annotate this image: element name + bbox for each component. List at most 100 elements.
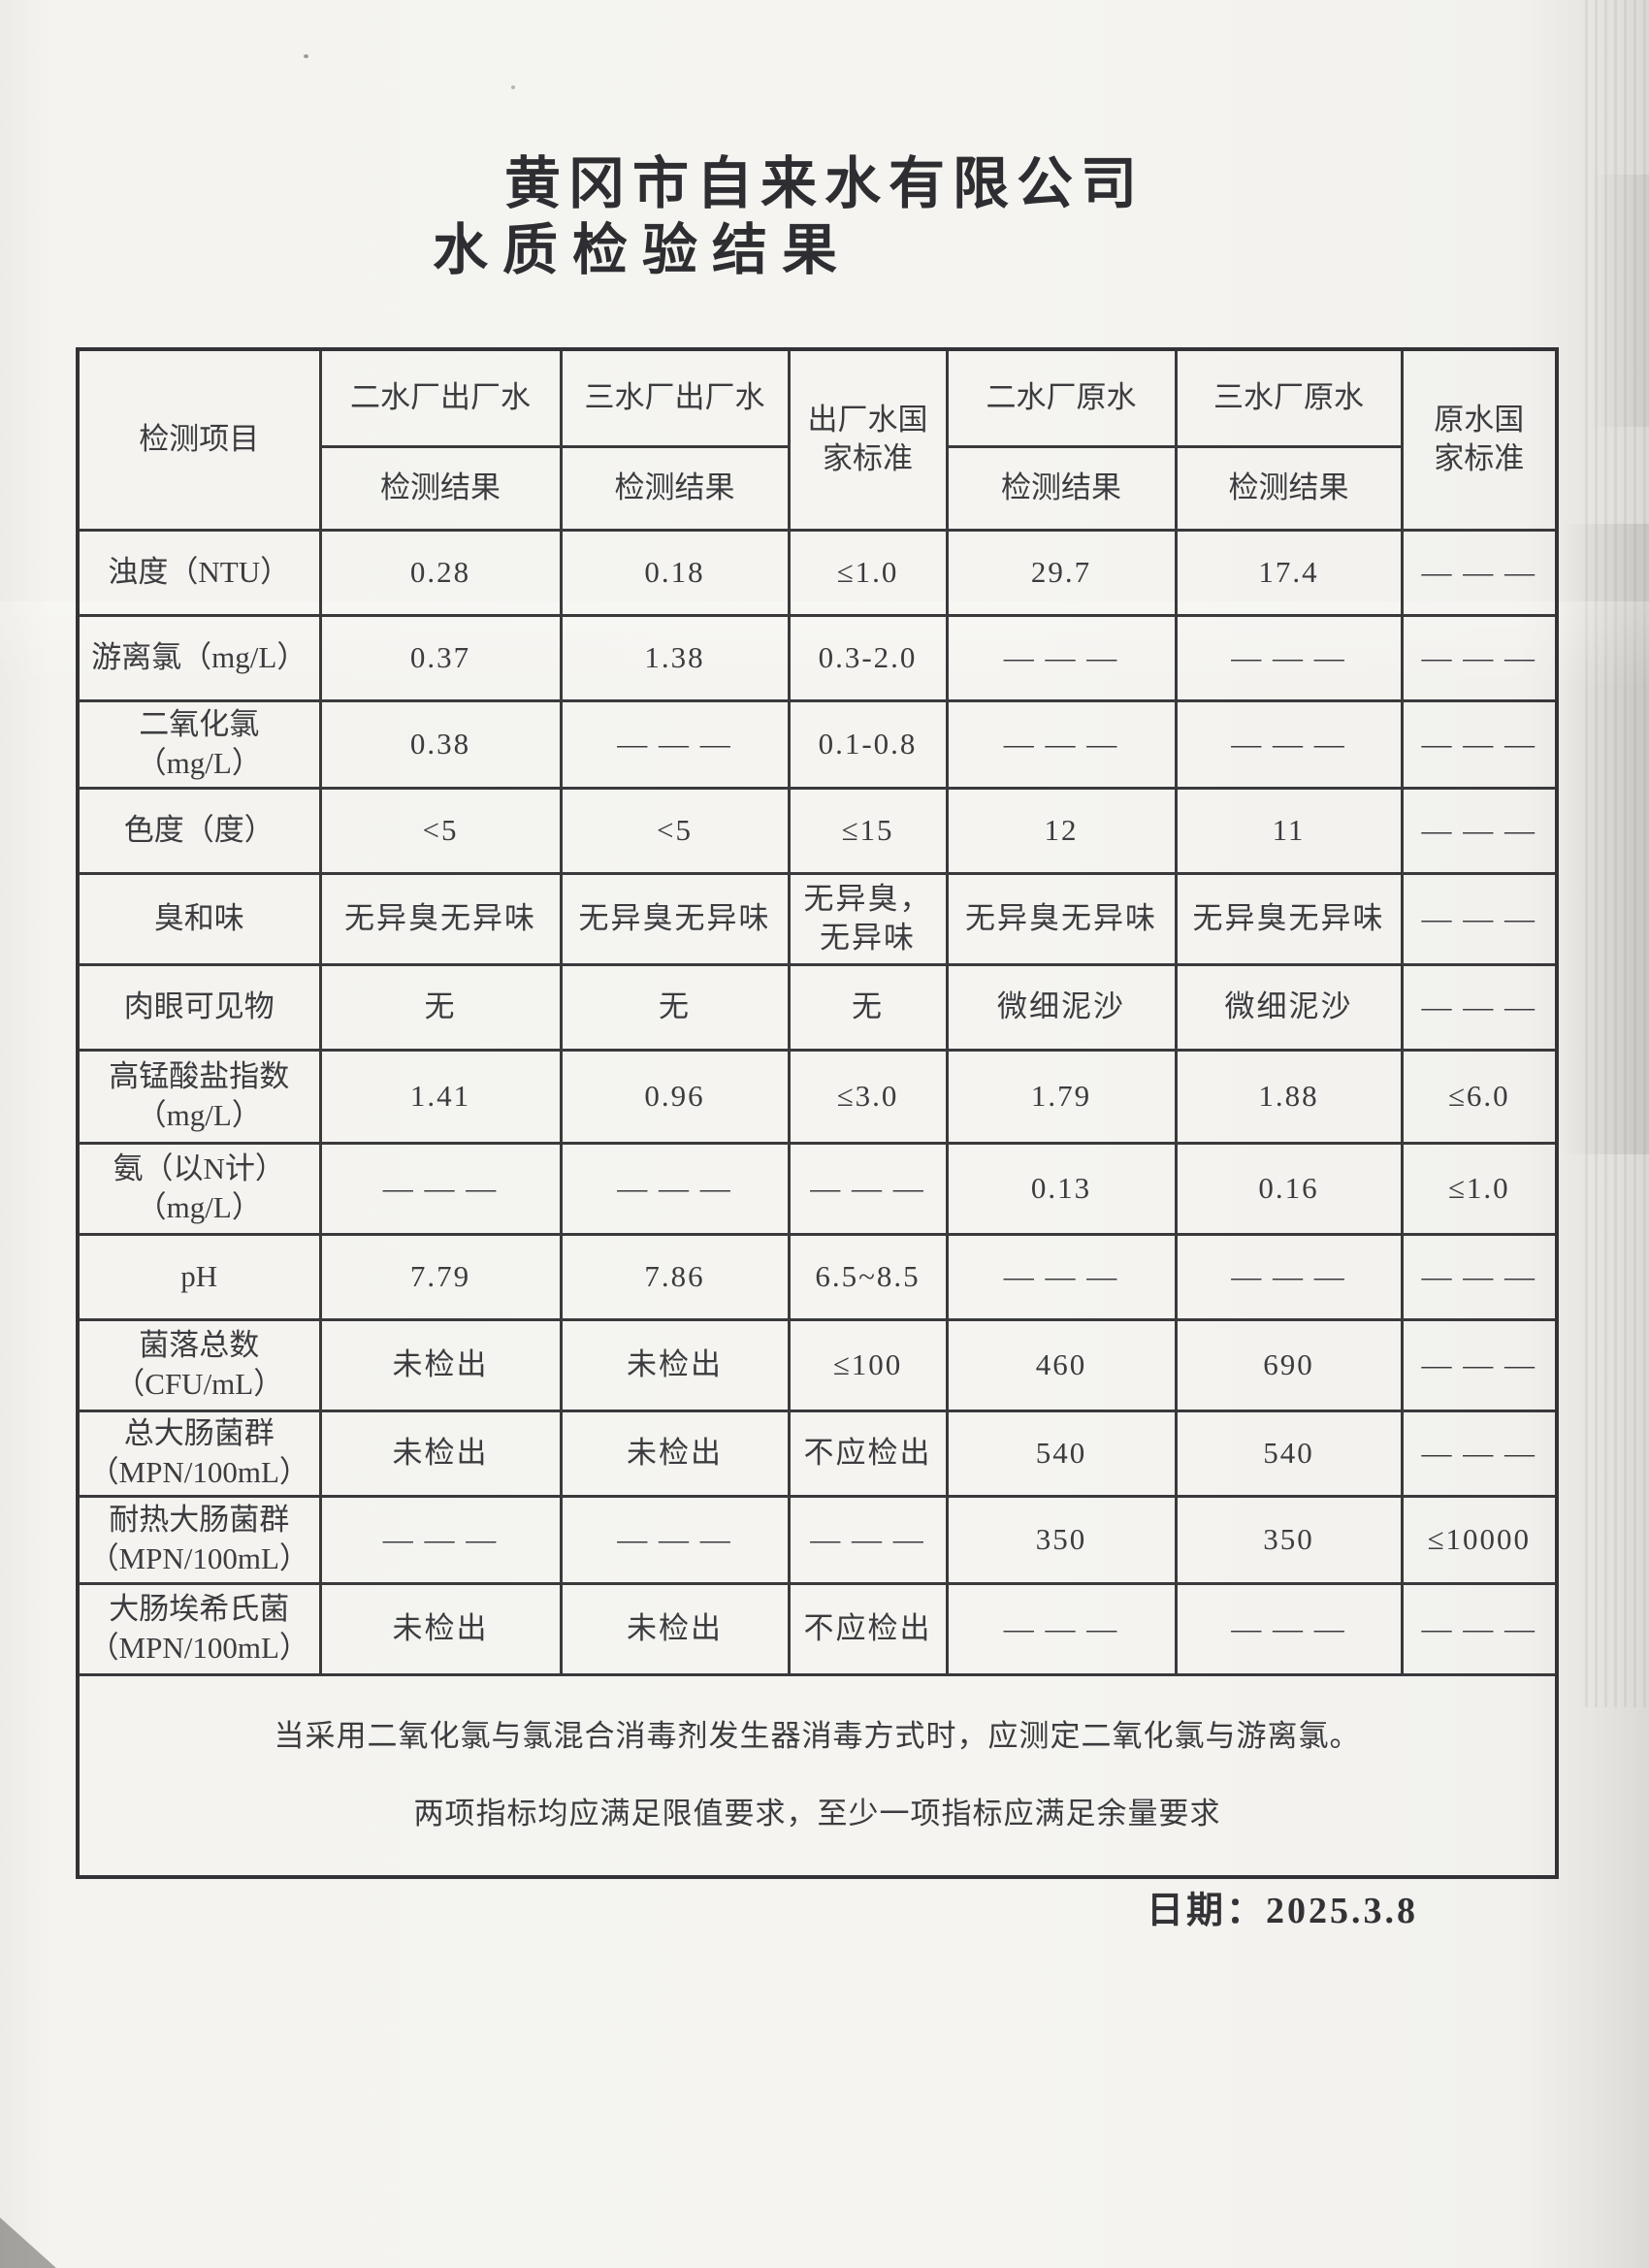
- table-row: 总大肠菌群 （MPN/100mL） 未检出 未检出 不应检出 540 540— — —: [76, 1409, 1559, 1498]
- result-cell-r3-c2: ≤15: [787, 786, 949, 875]
- result-cell-r6-c2: ≤3.0: [787, 1048, 949, 1145]
- result-cell-r7-c0: — — —: [318, 1141, 563, 1236]
- result-cell-r12-c5: — — —: [1400, 1581, 1559, 1676]
- scan-corner-shadow: [0, 2218, 56, 2268]
- result-cell-r6-c5: ≤6.0: [1400, 1048, 1559, 1145]
- result-cell-r11-c1: — — —: [559, 1494, 791, 1585]
- result-cell-r11-c0: — — —: [318, 1494, 563, 1585]
- result-cell-r4-c1: 无异臭无异味: [559, 871, 791, 966]
- row-item-label: 菌落总数 （CFU/mL）: [76, 1317, 322, 1412]
- result-cell-r2-c2: 0.1-0.8: [787, 698, 949, 790]
- table-row: 臭和味 无异臭无异味 无异臭无异味 无异臭， 无异味 无异臭无异味 无异臭无异味 — — —: [76, 871, 1559, 966]
- row-item-label: 臭和味: [76, 871, 322, 966]
- row-item-label: 大肠埃希氏菌 （MPN/100mL）: [76, 1581, 322, 1676]
- table-row: 菌落总数 （CFU/mL） 未检出 未检出 ≤100 460 690— — —: [76, 1317, 1559, 1412]
- result-cell-r4-c2: 无异臭， 无异味: [787, 871, 949, 966]
- result-cell-r8-c5: — — —: [1400, 1232, 1559, 1321]
- result-cell-r6-c1: 0.96: [559, 1048, 791, 1145]
- result-cell-r0-c2: ≤1.0: [787, 528, 949, 617]
- result-cell-r11-c4: 350: [1174, 1494, 1404, 1585]
- header-result-plant3-raw: 检测结果: [1174, 444, 1404, 532]
- result-cell-r3-c4: 11: [1174, 786, 1404, 875]
- footnote-line-2: 两项指标均应满足限值要求，至少一项指标应满足余量要求: [413, 1797, 1221, 1831]
- row-item-label: 肉眼可见物: [76, 962, 322, 1052]
- row-item-label: pH: [76, 1232, 322, 1321]
- row-item-label: 浊度（NTU）: [76, 528, 322, 617]
- result-cell-r3-c1: <5: [559, 786, 791, 875]
- result-cell-r7-c1: — — —: [559, 1141, 791, 1236]
- result-cell-r0-c4: 17.4: [1174, 528, 1404, 617]
- result-cell-r5-c0: 无: [318, 962, 563, 1052]
- header-plant3-raw-water: 三水厂原水: [1174, 347, 1404, 448]
- header-result-plant3-out: 检测结果: [559, 444, 791, 532]
- row-item-label: 色度（度）: [76, 786, 322, 875]
- result-cell-r12-c2: 不应检出: [787, 1581, 949, 1676]
- result-cell-r10-c1: 未检出: [559, 1409, 791, 1498]
- header-result-plant2-out: 检测结果: [318, 444, 563, 532]
- result-cell-r12-c0: 未检出: [318, 1581, 563, 1676]
- result-cell-r0-c0: 0.28: [318, 528, 563, 617]
- result-cell-r10-c3: 540: [945, 1409, 1178, 1498]
- result-cell-r7-c5: ≤1.0: [1400, 1141, 1559, 1236]
- row-item-label: 游离氯（mg/L）: [76, 613, 322, 702]
- table-row: 高锰酸盐指数 （mg/L） 1.41 0.96 ≤3.0 1.79 1.88 ≤6.0: [76, 1048, 1559, 1145]
- result-cell-r0-c1: 0.18: [559, 528, 791, 617]
- result-cell-r4-c4: 无异臭无异味: [1174, 871, 1404, 966]
- footnote-cell: 当采用二氧化氯与氯混合消毒剂发生器消毒方式时，应测定二氧化氯与游离氯。 两项指标…: [76, 1672, 1559, 1879]
- result-cell-r2-c3: — — —: [945, 698, 1178, 790]
- header-raw-water-standard: 原水国 家标准: [1400, 347, 1559, 532]
- result-cell-r6-c4: 1.88: [1174, 1048, 1404, 1145]
- result-cell-r9-c1: 未检出: [559, 1317, 791, 1412]
- result-cell-r4-c3: 无异臭无异味: [945, 871, 1178, 966]
- row-item-label: 二氧化氯 （mg/L）: [76, 698, 322, 790]
- result-cell-r0-c5: — — —: [1400, 528, 1559, 617]
- scan-smudge-artifact-2: [1591, 175, 1649, 427]
- table-row: 氨（以N计） （mg/L） — — — — — — — — —0.13 0.16 ≤1.0: [76, 1141, 1559, 1236]
- result-cell-r3-c3: 12: [945, 786, 1178, 875]
- scan-streak-artifact: [1585, 0, 1649, 1707]
- result-cell-r1-c4: — — —: [1174, 613, 1404, 702]
- header-result-plant2-raw: 检测结果: [945, 444, 1178, 532]
- result-cell-r10-c4: 540: [1174, 1409, 1404, 1498]
- table-row: 二氧化氯 （mg/L） 0.38— — —0.1-0.8— — — — — — — —…: [76, 698, 1559, 790]
- header-plant2-raw-water: 二水厂原水: [945, 347, 1178, 448]
- result-cell-r11-c5: ≤10000: [1400, 1494, 1559, 1585]
- result-cell-r7-c3: 0.13: [945, 1141, 1178, 1236]
- result-cell-r5-c5: — — —: [1400, 962, 1559, 1052]
- table-row: 耐热大肠菌群 （MPN/100mL） — — — — — — — — —350 350 ≤…: [76, 1494, 1559, 1585]
- result-cell-r2-c0: 0.38: [318, 698, 563, 790]
- result-cell-r5-c1: 无: [559, 962, 791, 1052]
- water-quality-table: 检测项目 二水厂出厂水 三水厂出厂水 出厂水国 家标准 二水厂原水 三水厂原水 …: [76, 347, 1559, 1879]
- result-cell-r8-c4: — — —: [1174, 1232, 1404, 1321]
- scan-smudge-artifact: [1562, 524, 1649, 1154]
- table-row: 游离氯（mg/L） 0.37 1.38 0.3-2.0— — — — — — — — —: [76, 613, 1559, 702]
- header-test-item: 检测项目: [76, 347, 322, 532]
- result-cell-r10-c0: 未检出: [318, 1409, 563, 1498]
- result-cell-r1-c3: — — —: [945, 613, 1178, 702]
- row-item-label: 氨（以N计） （mg/L）: [76, 1141, 322, 1236]
- result-cell-r9-c2: ≤100: [787, 1317, 949, 1412]
- header-finished-water-standard: 出厂水国 家标准: [787, 347, 949, 532]
- company-title: 黄冈市自来水有限公司: [503, 152, 1145, 215]
- report-date: 日期：2025.3.8: [1147, 1891, 1419, 1931]
- result-cell-r12-c1: 未检出: [559, 1581, 791, 1676]
- result-cell-r10-c2: 不应检出: [787, 1409, 949, 1498]
- result-cell-r8-c0: 7.79: [318, 1232, 563, 1321]
- result-cell-r8-c2: 6.5~8.5: [787, 1232, 949, 1321]
- report-title: 水质检验结果: [433, 220, 852, 281]
- result-cell-r4-c5: — — —: [1400, 871, 1559, 966]
- result-cell-r12-c3: — — —: [945, 1581, 1178, 1676]
- result-cell-r0-c3: 29.7: [945, 528, 1178, 617]
- result-cell-r1-c1: 1.38: [559, 613, 791, 702]
- scan-speck: [511, 85, 515, 89]
- result-cell-r4-c0: 无异臭无异味: [318, 871, 563, 966]
- result-cell-r9-c5: — — —: [1400, 1317, 1559, 1412]
- result-cell-r5-c4: 微细泥沙: [1174, 962, 1404, 1052]
- result-cell-r8-c1: 7.86: [559, 1232, 791, 1321]
- table-row: 色度（度） <5 <5 ≤15 12 11— — —: [76, 786, 1559, 875]
- result-cell-r5-c2: 无: [787, 962, 949, 1052]
- result-cell-r8-c3: — — —: [945, 1232, 1178, 1321]
- header-plant2-finished-water: 二水厂出厂水: [318, 347, 563, 448]
- result-cell-r9-c4: 690: [1174, 1317, 1404, 1412]
